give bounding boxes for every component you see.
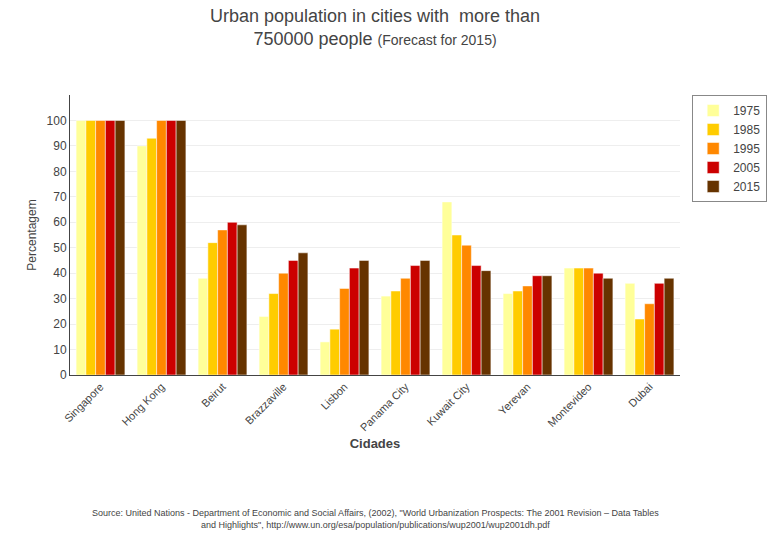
svg-text:60: 60 [53, 215, 67, 229]
svg-text:0: 0 [60, 368, 67, 382]
svg-text:Singapore: Singapore [62, 381, 106, 425]
svg-text:Brazzaville: Brazzaville [243, 381, 289, 427]
svg-text:Dubai: Dubai [626, 381, 655, 410]
svg-text:Kuwait City: Kuwait City [424, 380, 472, 428]
svg-text:1995: 1995 [733, 142, 760, 156]
svg-text:70: 70 [53, 190, 67, 204]
svg-text:1985: 1985 [733, 123, 760, 137]
svg-text:20: 20 [53, 317, 67, 331]
svg-text:Percentagem: Percentagem [25, 199, 39, 270]
svg-text:Source: United Nations - Depar: Source: United Nations - Department of E… [92, 508, 659, 530]
svg-text:80: 80 [53, 165, 67, 179]
svg-text:Montevideo: Montevideo [545, 381, 594, 430]
svg-text:2005: 2005 [733, 161, 760, 175]
svg-text:30: 30 [53, 292, 67, 306]
svg-text:Urban population in cities wit: Urban population in cities with more tha… [210, 6, 540, 49]
svg-text:1975: 1975 [733, 104, 760, 118]
svg-text:100: 100 [47, 114, 67, 128]
svg-text:Beirut: Beirut [199, 381, 228, 410]
svg-text:50: 50 [53, 241, 67, 255]
svg-text:90: 90 [53, 139, 67, 153]
svg-text:Lisbon: Lisbon [318, 381, 349, 412]
svg-text:Hong Kong: Hong Kong [119, 381, 166, 428]
svg-text:Panama City: Panama City [358, 380, 411, 433]
svg-text:Yerevan: Yerevan [496, 381, 533, 418]
svg-text:40: 40 [53, 266, 67, 280]
svg-text:2015: 2015 [733, 180, 760, 194]
svg-text:Cidades: Cidades [350, 436, 401, 451]
svg-text:10: 10 [53, 343, 67, 357]
